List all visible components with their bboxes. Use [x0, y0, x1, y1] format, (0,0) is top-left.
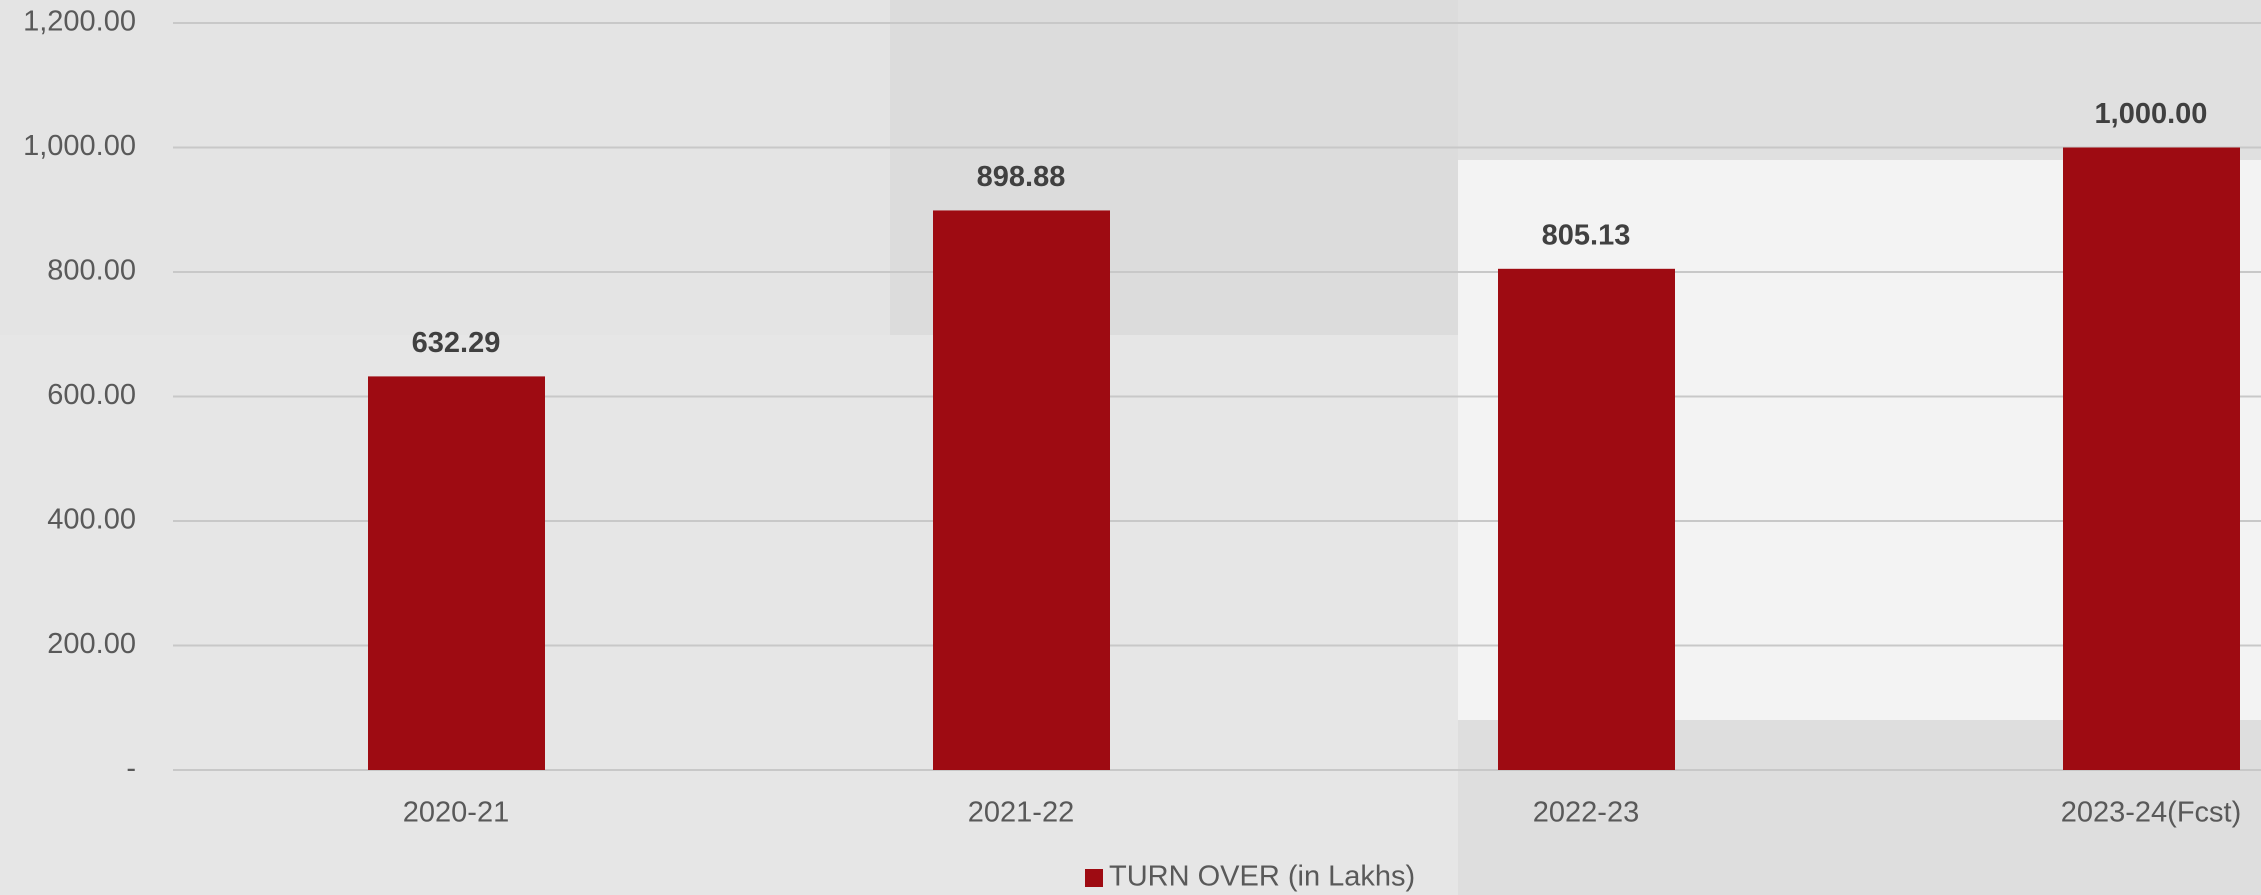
- x-tick-label: 2023-24(Fcst): [2061, 797, 2242, 829]
- y-tick-label: 1,200.00: [23, 6, 136, 38]
- legend-swatch: [1085, 869, 1103, 887]
- y-tick-label: -: [126, 753, 136, 785]
- bar: [933, 210, 1110, 770]
- y-tick-label: 1,000.00: [23, 130, 136, 162]
- value-label: 1,000.00: [2095, 98, 2208, 130]
- value-label: 805.13: [1542, 219, 1631, 251]
- bar: [1498, 269, 1675, 770]
- y-tick-label: 400.00: [47, 504, 136, 536]
- x-tick-label: 2020-21: [403, 797, 509, 829]
- background-photo: [0, 335, 1458, 895]
- x-tick-label: 2021-22: [968, 797, 1074, 829]
- y-tick-label: 600.00: [47, 379, 136, 411]
- bar: [2063, 148, 2240, 771]
- y-tick-label: 200.00: [47, 628, 136, 660]
- y-tick-label: 800.00: [47, 255, 136, 287]
- value-label: 632.29: [412, 327, 501, 359]
- value-label: 898.88: [977, 161, 1066, 193]
- legend-label: TURN OVER (in Lakhs): [1109, 861, 1415, 893]
- x-tick-label: 2022-23: [1533, 797, 1639, 829]
- chart: - 200.00 400.00 600.00 800.00 1,000.00 1,200.0…: [0, 0, 2261, 895]
- bar: [368, 376, 545, 770]
